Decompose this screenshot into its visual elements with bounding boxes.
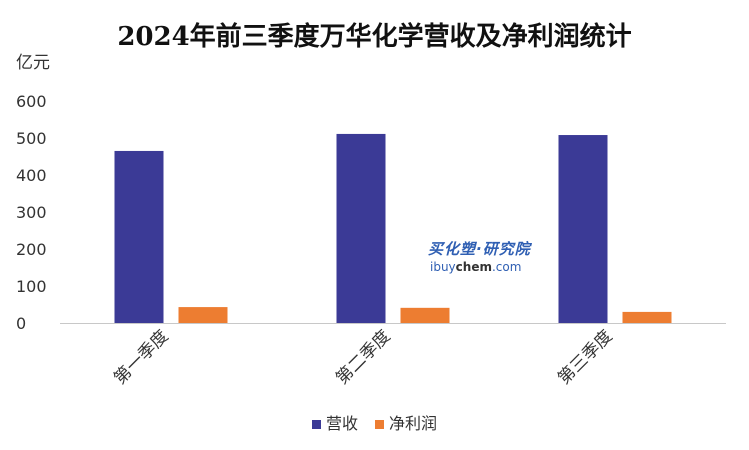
watermark-en-mid: chem bbox=[455, 260, 492, 274]
y-tick-label-5: 500 bbox=[16, 129, 47, 148]
watermark-en-text: ibuychem.com bbox=[430, 260, 521, 274]
legend-label-revenue: 营收 bbox=[325, 414, 358, 433]
watermark-en-suffix: .com bbox=[491, 260, 522, 274]
bar-net-profit-3 bbox=[622, 311, 672, 323]
x-tick-label-3: 第三季度 bbox=[554, 326, 616, 388]
bar-revenue-3 bbox=[558, 135, 608, 323]
legend-label-net-profit: 净利润 bbox=[389, 414, 438, 433]
watermark-cn-text: 买化塑·研究院 bbox=[428, 240, 531, 258]
legend-swatch-revenue bbox=[311, 420, 321, 429]
y-tick-label-3: 300 bbox=[16, 203, 47, 222]
y-tick-label-2: 200 bbox=[16, 240, 47, 259]
legend-item-net-profit: 净利润 bbox=[375, 410, 437, 434]
bar-net-profit-1 bbox=[178, 307, 228, 323]
bar-revenue-2 bbox=[336, 133, 386, 323]
chart-title: 2024年前三季度万华化学营收及净利润统计 bbox=[117, 22, 632, 52]
legend-item-revenue: 营收 bbox=[311, 410, 358, 434]
x-tick-label-2: 第二季度 bbox=[332, 326, 394, 388]
y-axis-unit-label: 亿元 bbox=[16, 53, 50, 73]
bar-revenue-1 bbox=[114, 150, 164, 323]
watermark-en-prefix: ibuy bbox=[430, 260, 456, 274]
y-tick-label-0: 0 bbox=[16, 314, 26, 333]
y-tick-label-6: 600 bbox=[16, 92, 47, 111]
x-tick-label-1: 第一季度 bbox=[110, 326, 172, 388]
bar-net-profit-2 bbox=[400, 307, 450, 323]
y-tick-label-4: 400 bbox=[16, 166, 47, 185]
legend: 营收 净利润 bbox=[0, 410, 749, 434]
legend-swatch-net-profit bbox=[375, 420, 385, 429]
y-tick-label-1: 100 bbox=[16, 277, 47, 296]
